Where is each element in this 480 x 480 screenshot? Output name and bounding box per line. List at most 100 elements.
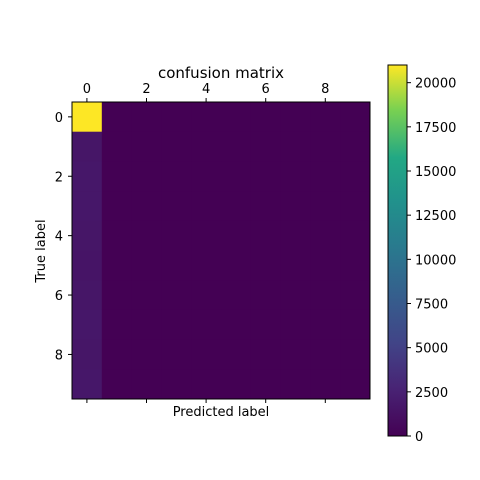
chart-title: confusion matrix (158, 64, 284, 82)
heatmap-cell-r4-c2 (131, 220, 162, 251)
heatmap-cell-r1-c6 (250, 131, 282, 162)
heatmap-cell-r2-c7 (280, 161, 311, 192)
heatmap-cell-r2-c6 (250, 161, 282, 192)
heatmap-cell-r9-c2 (131, 369, 162, 400)
heatmap-cell-r0-c2 (131, 102, 162, 133)
heatmap-cell-r3-c1 (101, 191, 133, 222)
heatmap-cell-r1-c5 (221, 131, 252, 162)
heatmap-cell-r4-c9 (340, 220, 371, 251)
heatmap-cell-r2-c9 (340, 161, 371, 192)
heatmap-cell-r4-c3 (161, 220, 192, 251)
heatmap-cell-r7-c1 (101, 309, 133, 341)
x-tick-label-6: 6 (262, 82, 270, 97)
heatmap-cell-r2-c5 (221, 161, 252, 192)
colorbar-tick-label-7500: 7500 (415, 298, 448, 313)
heatmap-cell-r6-c6 (250, 280, 282, 311)
x-axis-ticks: 0 2 4 6 8 (83, 82, 329, 403)
heatmap-cell-r9-c5 (221, 369, 252, 400)
heatmap-cell-r8-c8 (310, 339, 341, 370)
heatmap-cell-r9-c3 (161, 369, 192, 400)
heatmap-cell-r3-c3 (161, 191, 192, 222)
heatmap-cell-r4-c6 (250, 220, 282, 251)
heatmap-cell-r8-c4 (191, 339, 222, 370)
x-tick-label-2: 2 (142, 82, 150, 97)
y-tick-label-6: 6 (55, 289, 63, 304)
heatmap-cell-r7-c7 (280, 309, 311, 341)
heatmap-cell-r3-c2 (131, 191, 162, 222)
heatmap-cell-r2-c0 (72, 161, 103, 192)
heatmap-cell-r7-c9 (340, 309, 371, 341)
heatmap-cell-r7-c3 (161, 309, 192, 341)
colorbar-tick-label-10000: 10000 (415, 253, 456, 268)
heatmap-cell-r5-c9 (340, 250, 371, 281)
heatmap-cell-r2-c2 (131, 161, 162, 192)
heatmap-cell-r7-c6 (250, 309, 282, 341)
heatmap-cell-r8-c9 (340, 339, 371, 370)
heatmap-cell-r8-c2 (131, 339, 162, 370)
colorbar-tick-label-0: 0 (415, 430, 423, 445)
heatmap-cell-r0-c5 (221, 102, 252, 133)
colorbar-tick-label-17500: 17500 (415, 121, 456, 136)
heatmap-cell-r0-c6 (250, 102, 282, 133)
heatmap-cell-r6-c1 (101, 280, 133, 311)
heatmap-cell-r0-c3 (161, 102, 192, 133)
colorbar-tick-label-12500: 12500 (415, 209, 456, 224)
heatmap-cell-r8-c1 (101, 339, 133, 370)
heatmap-cell-r6-c3 (161, 280, 192, 311)
heatmap-cell-r1-c1 (101, 131, 133, 162)
heatmap-grid (72, 102, 371, 400)
x-tick-label-8: 8 (321, 82, 329, 97)
heatmap-cell-r3-c6 (250, 191, 282, 222)
heatmap-cell-r3-c4 (191, 191, 222, 222)
y-tick-label-2: 2 (55, 170, 63, 185)
heatmap-cell-r5-c8 (310, 250, 341, 281)
heatmap-cell-r6-c5 (221, 280, 252, 311)
heatmap-cell-r2-c8 (310, 161, 341, 192)
colorbar-tick-label-2500: 2500 (415, 386, 448, 401)
y-tick-label-0: 0 (55, 111, 63, 126)
heatmap-cell-r1-c7 (280, 131, 311, 162)
heatmap-cell-r1-c3 (161, 131, 192, 162)
y-tick-label-8: 8 (55, 348, 63, 363)
heatmap-cell-r7-c5 (221, 309, 252, 341)
heatmap-cell-r5-c7 (280, 250, 311, 281)
heatmap-cell-r9-c4 (191, 369, 222, 400)
heatmap-cell-r9-c7 (280, 369, 311, 400)
heatmap-cell-r0-c1 (101, 102, 133, 133)
heatmap-cell-r9-c9 (340, 369, 371, 400)
heatmap-cell-r1-c4 (191, 131, 222, 162)
heatmap-cell-r1-c2 (131, 131, 162, 162)
heatmap-cell-r5-c1 (101, 250, 133, 281)
y-axis-label: True label (34, 219, 49, 283)
x-tick-label-4: 4 (202, 82, 210, 97)
heatmap-cell-r5-c6 (250, 250, 282, 281)
heatmap-cell-r5-c3 (161, 250, 192, 281)
heatmap-cell-r9-c8 (310, 369, 341, 400)
heatmap-cell-r9-c6 (250, 369, 282, 400)
heatmap-cell-r7-c2 (131, 309, 162, 341)
heatmap-cell-r9-c1 (101, 369, 133, 400)
heatmap-cell-r6-c7 (280, 280, 311, 311)
heatmap-cell-r1-c0 (72, 131, 103, 162)
heatmap-cell-r2-c3 (161, 161, 192, 192)
heatmap-cell-r0-c0 (72, 102, 103, 133)
heatmap-frame (71, 101, 371, 400)
heatmap-cell-r4-c0 (72, 220, 103, 251)
heatmap-cell-r5-c2 (131, 250, 162, 281)
heatmap-cell-r0-c8 (310, 102, 341, 133)
heatmap-cell-r9-c0 (72, 369, 103, 400)
heatmap-cell-r8-c6 (250, 339, 282, 370)
heatmap-cell-r5-c4 (191, 250, 222, 281)
x-axis-label: Predicted label (173, 405, 270, 420)
heatmap-cell-r6-c0 (72, 280, 103, 311)
colorbar (387, 64, 408, 437)
heatmap-cell-r8-c7 (280, 339, 311, 370)
heatmap-cell-r1-c9 (340, 131, 371, 162)
colorbar-ticks: 0 2500 5000 7500 10000 12500 15000 17500 20000 (407, 77, 456, 445)
heatmap-cell-r3-c5 (221, 191, 252, 222)
heatmap-cell-r7-c8 (310, 309, 341, 341)
heatmap-cell-r0-c7 (280, 102, 311, 133)
heatmap-cell-r7-c0 (72, 309, 103, 341)
heatmap-cell-r3-c7 (280, 191, 311, 222)
colorbar-tick-label-15000: 15000 (415, 165, 456, 180)
